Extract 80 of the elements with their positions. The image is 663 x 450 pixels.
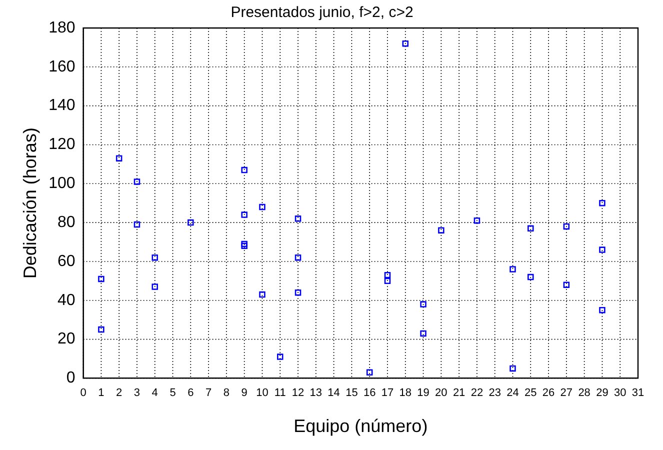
point: [98, 276, 104, 282]
x-tick-label: 31: [632, 386, 644, 399]
point: [134, 221, 140, 228]
x-tick-label: 23: [488, 386, 501, 399]
point: [384, 278, 391, 284]
y-tick-label: 160: [48, 58, 76, 76]
x-tick-label: 5: [170, 386, 176, 399]
x-tick-label: 14: [328, 386, 340, 399]
x-tick-label: 22: [470, 386, 484, 399]
point: [599, 200, 606, 206]
point: [259, 204, 266, 210]
point: [528, 274, 534, 280]
x-tick-label: 30: [614, 386, 626, 399]
point: [366, 369, 373, 376]
y-axis-title: Dedicación (horas): [20, 128, 40, 279]
y-tick-label: 180: [48, 19, 76, 36]
point: [98, 326, 104, 333]
point: [438, 227, 444, 234]
point: [563, 282, 570, 288]
point: [294, 254, 302, 261]
point: [152, 284, 158, 290]
point: [528, 225, 534, 232]
x-tick-label: 13: [310, 386, 322, 399]
x-tick-label: 29: [596, 386, 608, 399]
point: [277, 354, 284, 360]
x-tick-label: 18: [399, 386, 412, 399]
point: [474, 217, 480, 224]
x-tick-label: 15: [346, 386, 358, 399]
x-tick-label: 12: [292, 386, 304, 399]
x-tick-label: 19: [417, 386, 430, 399]
x-tick-label: 3: [134, 386, 140, 399]
x-tick-label: 26: [542, 386, 555, 399]
x-tick-label: 8: [223, 386, 230, 399]
y-tick-label: 140: [48, 97, 76, 114]
x-axis-title: Equipo (número): [294, 416, 428, 436]
y-tick-label: 100: [48, 175, 76, 192]
x-tick-label: 21: [452, 386, 466, 399]
x-tick-label: 27: [560, 386, 573, 399]
y-tick-label: 40: [58, 292, 76, 309]
point: [152, 254, 158, 261]
y-tick-label: 60: [58, 252, 76, 270]
chart-title: Presentados junio, f>2, c>2: [230, 4, 414, 22]
y-tick-label: 80: [58, 214, 76, 231]
point: [599, 306, 606, 314]
point: [599, 246, 606, 253]
point: [420, 301, 426, 308]
x-tick-label: 24: [506, 386, 519, 399]
point: [116, 155, 122, 162]
x-tick-label: 9: [241, 386, 248, 399]
point: [384, 272, 391, 278]
point: [510, 365, 516, 372]
x-tick-label: 1: [98, 386, 104, 399]
point: [134, 178, 140, 185]
point: [510, 266, 516, 272]
x-tick-label: 6: [188, 386, 194, 399]
x-tick-label: 7: [205, 386, 212, 399]
point: [402, 40, 409, 47]
x-tick-label: 20: [435, 386, 448, 399]
y-tick-label: 120: [48, 136, 76, 154]
point: [259, 291, 266, 298]
x-tick-label: 17: [381, 386, 394, 399]
x-tick-label: 0: [80, 386, 86, 399]
point: [420, 330, 426, 337]
y-tick-label: 0: [66, 370, 76, 387]
x-tick-label: 2: [116, 386, 122, 399]
x-tick-label: 28: [578, 386, 590, 399]
point: [294, 289, 302, 296]
x-tick-label: 11: [274, 386, 286, 399]
point: [241, 240, 248, 248]
x-tick-label: 4: [152, 386, 158, 399]
point: [563, 223, 570, 230]
point: [241, 212, 248, 218]
x-tick-label: 25: [524, 386, 537, 399]
y-tick-label: 20: [58, 330, 76, 348]
point: [294, 216, 302, 222]
point: [241, 166, 248, 174]
point: [188, 219, 194, 226]
point: [241, 242, 248, 250]
x-tick-label: 16: [363, 386, 376, 399]
x-tick-label: 10: [256, 386, 268, 399]
